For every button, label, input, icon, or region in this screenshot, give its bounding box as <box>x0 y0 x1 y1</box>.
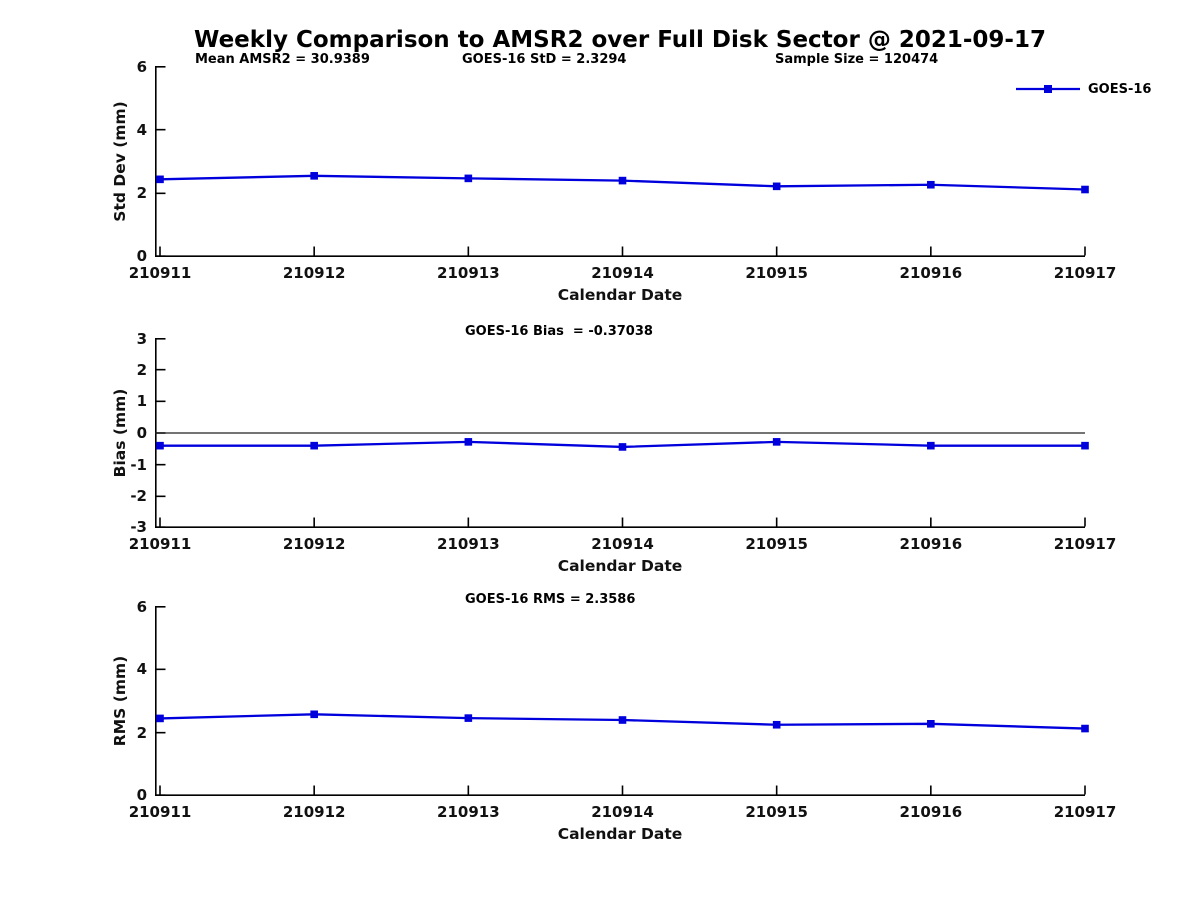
data-point-marker <box>927 720 935 728</box>
plot-area: Bias (mm) <box>111 338 1089 528</box>
data-point-marker <box>927 180 935 189</box>
data-point-marker <box>310 172 318 180</box>
data-point-marker <box>464 714 473 722</box>
axis-spines <box>155 338 1085 528</box>
y-tick-label: 2 <box>136 723 147 742</box>
y-axis-label: Bias (mm) <box>111 389 129 478</box>
x-tick-label: 210915 <box>745 803 808 821</box>
data-point-marker <box>772 182 781 191</box>
data-point-marker <box>156 714 164 723</box>
legend-label: GOES-16 <box>1088 81 1152 97</box>
x-tick-label: 210917 <box>1053 803 1117 821</box>
annotation-text: GOES-16 RMS = 2.3586 <box>465 592 636 607</box>
y-tick-label: -1 <box>130 455 147 474</box>
x-tick-label: 210912 <box>282 264 346 282</box>
legend: GOES-16 <box>1016 80 1151 98</box>
data-point-marker <box>772 720 781 729</box>
y-tick-label: 6 <box>136 57 147 76</box>
y-tick-label: 6 <box>136 597 147 616</box>
data-point-marker <box>927 441 935 450</box>
x-tick-label: 210917 <box>1053 535 1117 553</box>
data-point-marker <box>772 438 781 446</box>
data-point-marker <box>464 438 473 446</box>
x-tick-label: 210913 <box>437 535 500 553</box>
data-point-marker <box>618 176 627 185</box>
data-point-marker <box>1081 441 1089 450</box>
x-tick-label: 210912 <box>282 803 346 821</box>
subplot-rms: RMS (mm) 0 2 4 6 210911 210912 210913 210914 2109… <box>111 592 1116 843</box>
y-tick-label: -3 <box>130 518 147 537</box>
y-tick-label: -2 <box>130 487 147 506</box>
y-tick-label: 0 <box>136 424 147 442</box>
data-point-marker <box>156 441 164 450</box>
data-point-marker <box>618 443 627 451</box>
data-point-marker <box>310 441 318 450</box>
x-tick-label: 210916 <box>899 803 963 821</box>
subplot-bias: Bias (mm) 3 2 1 0 -1 -2 -3 210911 210912 210913 210… <box>111 324 1116 575</box>
x-axis-label: Calendar Date <box>557 286 683 304</box>
x-tick-label: 210913 <box>437 264 500 282</box>
subplot-stddev: Std Dev (mm) 0 2 4 6 210911 210912 210913 210914… <box>111 52 1151 304</box>
data-point-marker <box>310 710 318 719</box>
x-tick-label: 210915 <box>745 264 808 282</box>
y-tick-label: 0 <box>136 247 147 266</box>
y-axis-label: RMS (mm) <box>111 656 129 746</box>
data-point-marker <box>618 716 627 724</box>
legend-swatch <box>1016 85 1080 93</box>
axis-spines <box>155 66 1085 257</box>
x-tick-label: 210916 <box>899 264 963 282</box>
x-tick-label: 210915 <box>745 535 808 553</box>
x-tick-label: 210911 <box>128 803 192 821</box>
x-tick-label: 210916 <box>899 535 963 553</box>
x-tick-label: 210913 <box>437 803 500 821</box>
y-tick-label: 2 <box>136 360 147 379</box>
annotation-text: Mean AMSR2 = 30.9389 <box>195 52 370 67</box>
y-tick-label: 1 <box>136 392 147 411</box>
y-axis-label: Std Dev (mm) <box>111 101 129 221</box>
y-tick-label: 2 <box>136 184 147 203</box>
data-point-marker <box>1081 185 1089 194</box>
data-point-marker <box>464 174 473 183</box>
x-axis-label: Calendar Date <box>557 825 683 843</box>
x-tick-label: 210911 <box>128 535 192 553</box>
y-tick-label: 0 <box>136 786 147 805</box>
plot-area: RMS (mm) <box>111 606 1089 796</box>
y-tick-label: 4 <box>136 120 147 139</box>
data-point-marker <box>156 175 164 184</box>
legend-marker <box>1044 85 1052 93</box>
x-axis-label: Calendar Date <box>557 557 683 575</box>
annotation-text: GOES-16 StD = 2.3294 <box>462 52 627 67</box>
x-tick-label: 210912 <box>282 535 346 553</box>
x-tick-label: 210911 <box>128 264 192 282</box>
annotation-text: Sample Size = 120474 <box>775 52 939 67</box>
x-tick-label: 210914 <box>591 803 654 821</box>
x-tick-label: 210914 <box>591 535 654 553</box>
x-tick-label: 210914 <box>591 264 654 282</box>
axis-spines <box>155 606 1085 796</box>
figure-title: Weekly Comparison to AMSR2 over Full Dis… <box>194 27 1046 53</box>
y-tick-label: 3 <box>136 329 147 348</box>
y-tick-label: 4 <box>136 660 147 679</box>
plot-area: Std Dev (mm) <box>111 66 1089 257</box>
annotation-text: GOES-16 Bias = -0.37038 <box>465 324 653 339</box>
x-tick-label: 210917 <box>1053 264 1117 282</box>
data-point-marker <box>1081 724 1089 733</box>
